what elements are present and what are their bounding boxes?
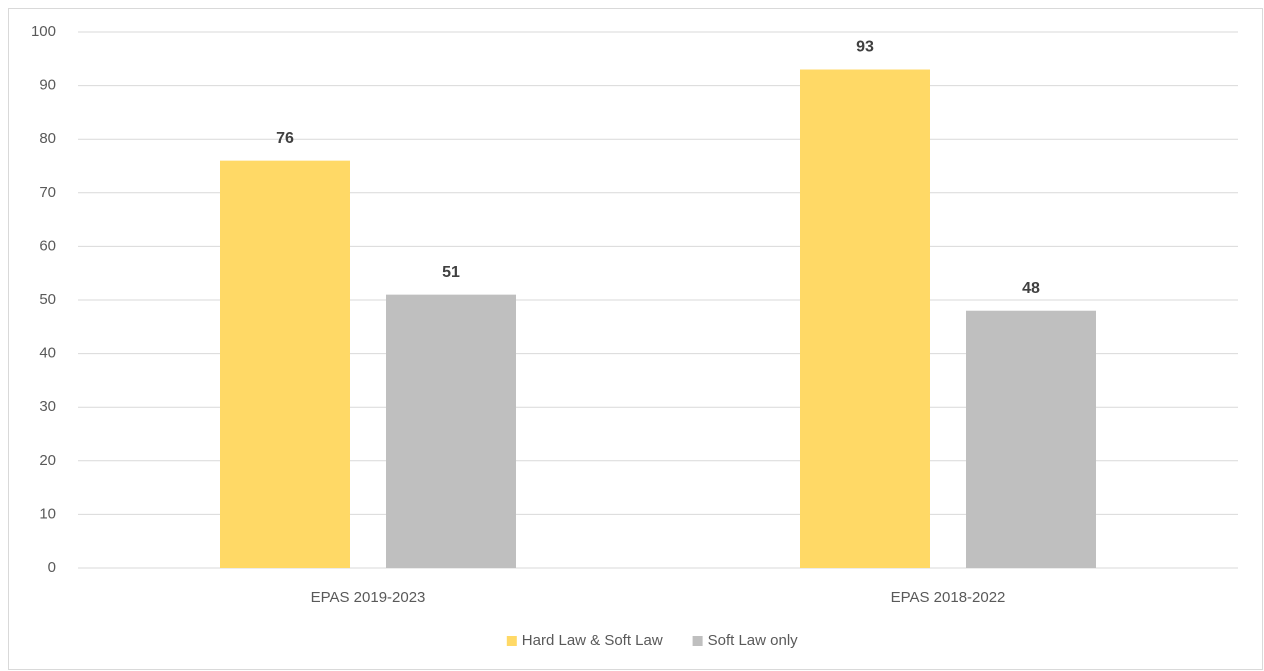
y-tick-label: 90: [39, 77, 56, 94]
y-tick-label: 50: [39, 291, 56, 308]
data-label: 48: [1022, 280, 1040, 297]
x-tick-label: EPAS 2019-2023: [311, 589, 426, 606]
legend-swatch: [506, 636, 517, 646]
y-tick-label: 80: [39, 130, 56, 147]
data-label: 76: [276, 130, 294, 147]
data-label: 93: [856, 39, 874, 56]
y-tick-label: 60: [39, 237, 56, 254]
bar: [386, 294, 516, 568]
data-label: 51: [442, 264, 460, 281]
y-tick-label: 100: [31, 23, 56, 40]
y-tick-label: 20: [39, 452, 56, 469]
x-tick-label: EPAS 2018-2022: [891, 589, 1006, 606]
legend-swatch: [692, 636, 703, 646]
y-tick-label: 40: [39, 345, 56, 362]
bar: [966, 310, 1096, 568]
legend-label: Soft Law only: [708, 632, 799, 649]
bar: [220, 160, 350, 568]
y-tick-label: 70: [39, 184, 56, 201]
y-tick-label: 30: [39, 398, 56, 415]
y-tick-label: 10: [39, 505, 56, 522]
legend-label: Hard Law & Soft Law: [522, 632, 663, 649]
bar: [800, 69, 930, 569]
y-tick-label: 0: [48, 559, 56, 576]
